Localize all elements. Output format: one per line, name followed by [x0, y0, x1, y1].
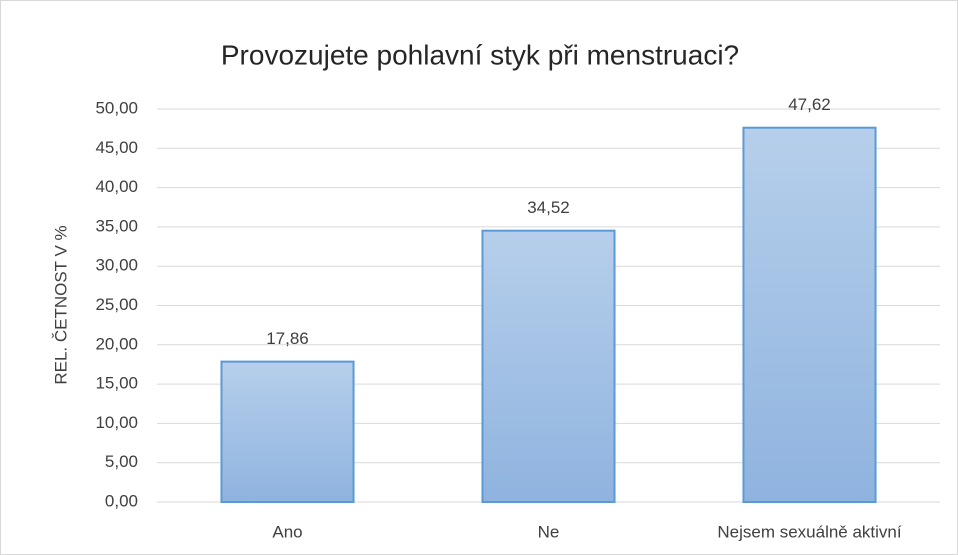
x-tick-label: Nejsem sexuálně aktivní [717, 522, 902, 541]
bar [742, 126, 877, 504]
y-tick-label: 45,00 [95, 138, 138, 157]
data-label: 17,86 [266, 329, 309, 348]
y-tick-label: 5,00 [105, 452, 138, 471]
data-label: 34,52 [527, 198, 570, 217]
y-tick-label: 20,00 [95, 334, 138, 353]
y-tick-label: 30,00 [95, 256, 138, 275]
y-axis-label: REL. ČETNOST V % [51, 225, 70, 384]
data-label: 47,62 [788, 95, 831, 114]
y-tick-label: 25,00 [95, 295, 138, 314]
bar [481, 229, 616, 504]
y-tick-label: 0,00 [105, 491, 138, 510]
y-tick-label: 40,00 [95, 177, 138, 196]
x-tick-label: Ano [272, 522, 302, 541]
y-tick-label: 15,00 [95, 374, 138, 393]
chart-title: Provozujete pohlavní styk při menstruaci… [221, 39, 739, 70]
y-tick-label: 10,00 [95, 413, 138, 432]
y-tick-label: 35,00 [95, 216, 138, 235]
y-tick-label: 50,00 [95, 98, 138, 117]
bar [220, 360, 355, 503]
x-tick-label: Ne [538, 522, 560, 541]
